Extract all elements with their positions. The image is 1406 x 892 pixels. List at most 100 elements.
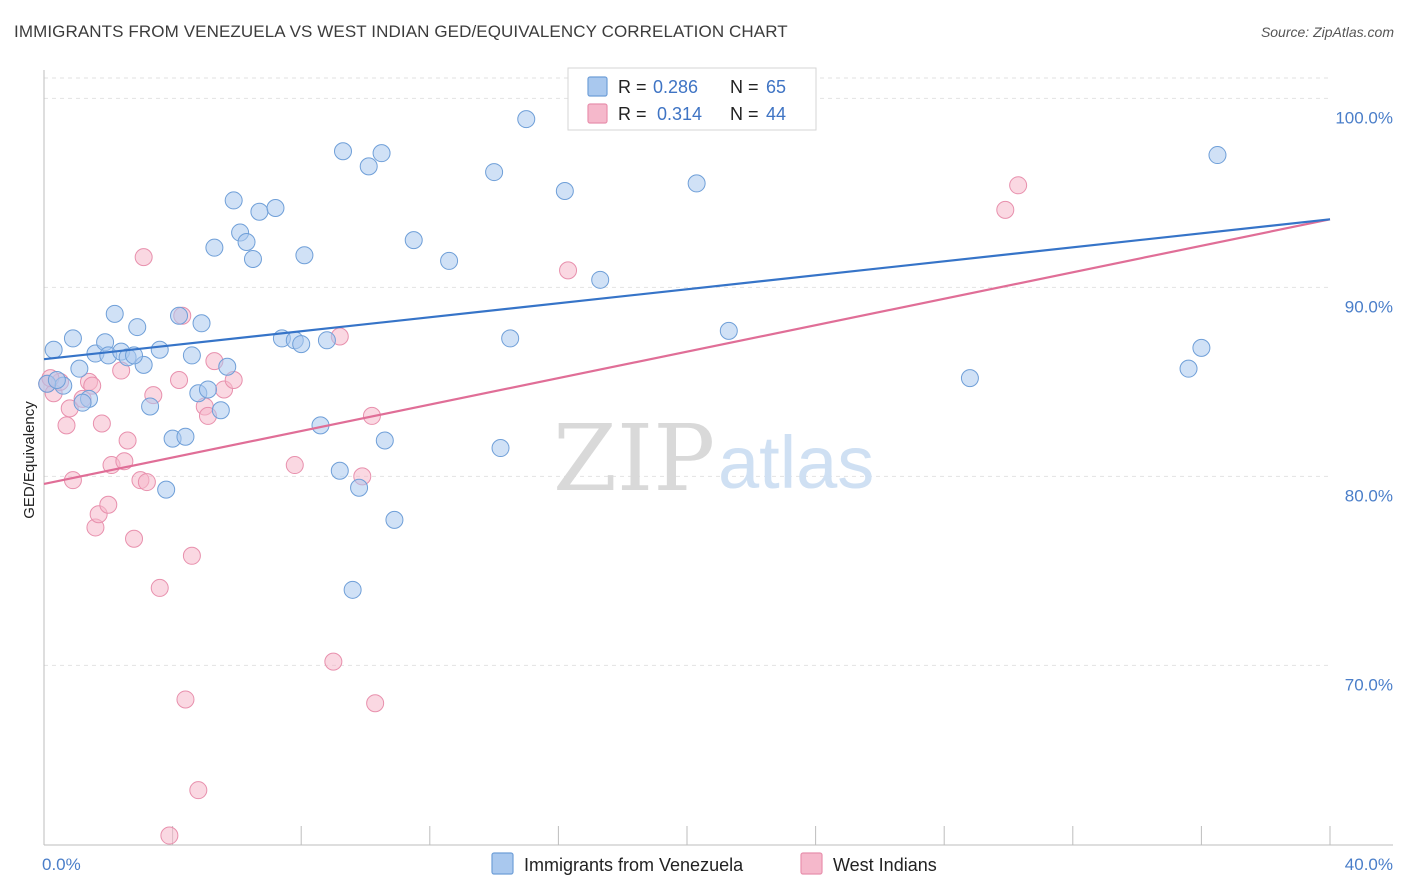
x-tick-label: 40.0% [1345, 855, 1393, 874]
west-indians-point [176, 690, 195, 709]
west-indians-point [92, 414, 111, 433]
venezuela-point [555, 181, 574, 200]
series-venezuela [38, 89, 1227, 599]
venezuela-point [73, 393, 92, 412]
west-indians-point [182, 546, 201, 565]
bottom-legend-swatch-venezuela [491, 852, 514, 875]
watermark: ZIP atlas [553, 405, 874, 512]
legend-swatch-west-indians [587, 103, 608, 124]
y-tick-label: 90.0% [1345, 297, 1393, 316]
legend-r-label-1: R = [618, 77, 647, 97]
venezuela-point [385, 510, 404, 529]
watermark-zip: ZIP [553, 405, 715, 512]
y-tick-label: 80.0% [1345, 486, 1393, 505]
venezuela-point [205, 238, 224, 257]
bottom-legend-swatch-west-indians [800, 852, 823, 875]
venezuela-point [719, 321, 738, 340]
venezuela-point [44, 340, 63, 359]
west-indians-point [118, 431, 137, 450]
legend-n-value-2: 44 [766, 104, 786, 124]
legend-r-value-2: 0.314 [657, 104, 702, 124]
west-indians-point [99, 495, 118, 514]
west-indians-point [559, 261, 578, 280]
series-legend: Immigrants from Venezuela West Indians [491, 852, 937, 875]
west-indians-point [137, 473, 156, 492]
west-indians-point [150, 578, 169, 597]
source-label: Source: ZipAtlas.com [1260, 24, 1394, 40]
venezuela-point [687, 174, 706, 193]
venezuela-point [266, 198, 285, 217]
axes: 70.0% 80.0% 90.0% 100.0% 0.0% 40.0% [42, 70, 1393, 874]
y-tick-label: 70.0% [1345, 675, 1393, 694]
west-indians-point [366, 694, 385, 713]
venezuela-point [960, 369, 979, 388]
west-indians-trendline [43, 218, 1331, 486]
venezuela-point [237, 233, 256, 252]
venezuela-trendline [43, 218, 1331, 361]
west-indians-point [125, 529, 144, 548]
venezuela-point [170, 306, 189, 325]
watermark-atlas: atlas [718, 421, 874, 504]
y-tick-label: 100.0% [1335, 108, 1393, 127]
venezuela-point [333, 142, 352, 161]
venezuela-point [182, 346, 201, 365]
venezuela-point [292, 335, 311, 354]
venezuela-point [591, 270, 610, 289]
legend-r-value-1: 0.286 [653, 77, 698, 97]
venezuela-point [372, 144, 391, 163]
venezuela-point [198, 380, 217, 399]
trend-lines [43, 218, 1331, 486]
venezuela-point [359, 157, 378, 176]
venezuela-point [250, 202, 269, 221]
venezuela-point [63, 329, 82, 348]
venezuela-point [375, 431, 394, 450]
venezuela-point [1179, 359, 1198, 378]
venezuela-point [485, 163, 504, 182]
west-indians-point [189, 781, 208, 800]
venezuela-point [47, 371, 66, 389]
venezuela-point [317, 331, 336, 350]
venezuela-point [105, 304, 124, 323]
west-indians-point [57, 416, 76, 435]
venezuela-point [176, 427, 195, 446]
venezuela-point [440, 251, 459, 270]
venezuela-point [501, 329, 520, 348]
y-axis-label: GED/Equivalency [21, 401, 38, 519]
west-indians-point [324, 652, 343, 671]
venezuela-point [192, 314, 211, 333]
venezuela-point [141, 397, 160, 416]
west-indians-point [1009, 176, 1028, 195]
legend-r-label-2: R = [618, 104, 647, 124]
bottom-legend-label-west-indians: West Indians [833, 855, 937, 875]
west-indians-point [170, 371, 189, 389]
venezuela-point [150, 340, 169, 359]
bottom-legend-label-venezuela: Immigrants from Venezuela [524, 855, 744, 875]
venezuela-point [295, 246, 314, 265]
venezuela-point [218, 357, 237, 376]
venezuela-point [350, 478, 369, 497]
legend-swatch-venezuela [587, 76, 608, 97]
chart-title: IMMIGRANTS FROM VENEZUELA VS WEST INDIAN… [14, 22, 788, 41]
legend-n-label-2: N = [730, 104, 759, 124]
venezuela-point [243, 250, 262, 269]
venezuela-point [211, 401, 230, 420]
venezuela-point [343, 580, 362, 599]
venezuela-point [1192, 338, 1211, 357]
venezuela-point [1208, 146, 1227, 165]
west-indians-point [134, 248, 153, 267]
legend-n-label-1: N = [730, 77, 759, 97]
venezuela-point [157, 480, 176, 499]
venezuela-point [128, 318, 147, 337]
legend-n-value-1: 65 [766, 77, 786, 97]
x-tick-label: 0.0% [42, 855, 81, 874]
venezuela-point [125, 346, 144, 365]
west-indians-point [996, 200, 1015, 219]
venezuela-point [404, 231, 423, 250]
series-west-indians [38, 176, 1028, 845]
venezuela-point [70, 359, 89, 378]
west-indians-point [160, 826, 179, 845]
venezuela-point [330, 461, 349, 480]
venezuela-point [517, 110, 536, 129]
venezuela-point [224, 191, 243, 210]
